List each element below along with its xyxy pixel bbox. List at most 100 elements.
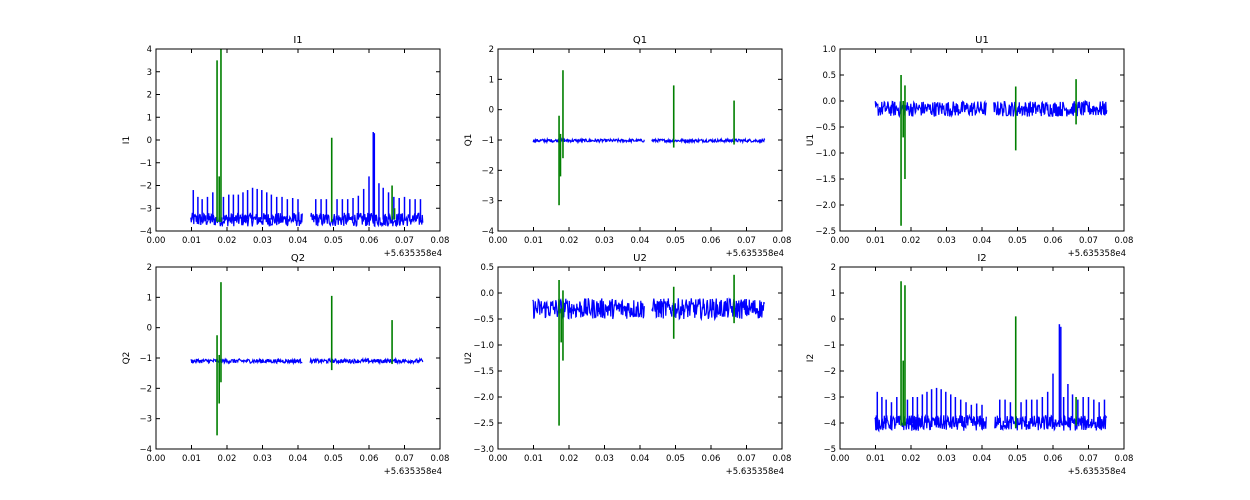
plot-area [532,70,766,206]
series-primary-trace [190,356,424,366]
subplot-q2: 0.00 0.01 0.02 0.03 0.04 0.05 0.06 0.07 0.08 −4 −3… [122,253,449,477]
x-tick-label: 0.04 [289,236,308,246]
x-tick-label: 0.02 [218,454,237,464]
x-offset-label: +5.635358e4 [726,249,784,259]
subplot-title: Q1 [633,35,647,46]
x-tick-label: 0.03 [595,454,614,464]
series-primary-trace [874,99,1108,119]
y-tick-label: −3 [481,197,494,207]
x-tick-label: 0.06 [1044,454,1063,464]
x-tick-label: 0.01 [866,454,885,464]
x-tick-label: 0.06 [360,454,379,464]
y-tick-label: −1.0 [815,149,836,159]
y-tick-label: 3 [147,68,152,78]
subplot-title: U2 [633,253,647,264]
axes-frame [839,48,1125,232]
x-offset-label: +5.635358e4 [726,467,784,477]
x-tick-label: 0.05 [666,236,685,246]
x-tick-label: 0.05 [1008,236,1027,246]
y-tick-label: 0.0 [822,97,836,107]
y-tick-label: −1 [139,159,152,169]
x-tick-label: 0.03 [253,236,272,246]
x-tick-label: 0.08 [431,236,450,246]
y-tick-label: −2 [823,367,836,377]
x-tick-label: 0.00 [831,236,850,246]
x-tick-label: 0.04 [631,454,650,464]
x-tick-label: 0.04 [973,236,992,246]
y-tick-label: −1 [139,354,152,364]
x-tick-label: 0.01 [182,454,201,464]
x-tick-label: 0.03 [937,236,956,246]
plot-area [874,75,1108,226]
x-tick-label: 0.02 [218,236,237,246]
x-tick-label: 0.00 [147,454,166,464]
y-tick-label: −4 [139,227,152,237]
x-tick-label: 0.01 [866,236,885,246]
plot-area [874,281,1108,433]
plot-area [190,49,424,228]
x-tick-label: 0.01 [524,236,543,246]
subplot-q1: 0.00 0.01 0.02 0.03 0.04 0.05 0.06 0.07 0.08 −4 −3… [464,35,791,259]
x-tick-label: 0.08 [1115,454,1134,464]
x-tick-label: 0.02 [902,454,921,464]
y-tick-label: −3 [139,204,152,214]
x-tick-label: 0.02 [560,454,579,464]
x-tick-label: 0.05 [1008,454,1027,464]
y-tick-label: −0.5 [473,315,494,325]
x-offset-label: +5.635358e4 [1068,467,1126,477]
y-tick-label: 2 [147,263,152,273]
y-axis-label: Q1 [464,134,474,147]
y-tick-label: 2 [147,91,152,101]
y-tick-label: 0 [147,324,152,334]
y-tick-label: −1 [823,341,836,351]
x-tick-label: 0.06 [1044,236,1063,246]
x-tick-label: 0.08 [431,454,450,464]
x-tick-label: 0.06 [360,236,379,246]
series-primary-trace [532,136,766,145]
subplot-u2: 0.00 0.01 0.02 0.03 0.04 0.05 0.06 0.07 0.08 −3.0… [464,253,791,477]
y-tick-label: −1.5 [473,367,494,377]
y-tick-label: −2 [139,384,152,394]
y-tick-label: 2 [489,45,494,55]
x-tick-label: 0.08 [1115,236,1134,246]
x-tick-label: 0.07 [737,454,756,464]
x-tick-label: 0.07 [395,236,414,246]
y-tick-label: 0 [147,136,152,146]
y-tick-label: 1 [489,75,494,85]
subplot-i2: 0.00 0.01 0.02 0.03 0.04 0.05 0.06 0.07 0.08 −5 −4… [806,253,1133,477]
y-tick-label: −2.5 [815,227,836,237]
y-tick-label: −2.0 [473,393,494,403]
y-tick-label: −1 [481,136,494,146]
axes-frame [155,266,441,450]
y-tick-label: 1 [147,293,152,303]
plot-area [532,274,766,426]
y-tick-label: −1.5 [815,175,836,185]
subplot-title: I2 [977,253,986,264]
x-tick-label: 0.01 [182,236,201,246]
y-tick-label: −3 [139,415,152,425]
x-tick-label: 0.04 [289,454,308,464]
x-tick-label: 0.06 [702,236,721,246]
y-tick-label: −2 [481,166,494,176]
y-tick-label: −2.5 [473,419,494,429]
y-tick-label: 0 [831,315,836,325]
x-tick-label: 0.03 [253,454,272,464]
x-tick-label: 0.00 [489,454,508,464]
x-tick-label: 0.05 [324,454,343,464]
y-tick-label: −3.0 [473,445,494,455]
y-tick-label: −1.0 [473,341,494,351]
y-tick-label: 1 [831,289,836,299]
y-axis-label: Q2 [122,352,132,365]
y-tick-label: 0 [489,106,494,116]
x-tick-label: 0.00 [147,236,166,246]
x-offset-label: +5.635358e4 [384,467,442,477]
x-offset-label: +5.635358e4 [1068,249,1126,259]
y-tick-label: 1.0 [822,45,836,55]
x-tick-label: 0.04 [973,454,992,464]
y-tick-label: −2 [139,182,152,192]
y-tick-label: 4 [147,45,152,55]
axes-frame [497,266,783,450]
x-tick-label: 0.07 [1079,236,1098,246]
x-tick-label: 0.07 [737,236,756,246]
